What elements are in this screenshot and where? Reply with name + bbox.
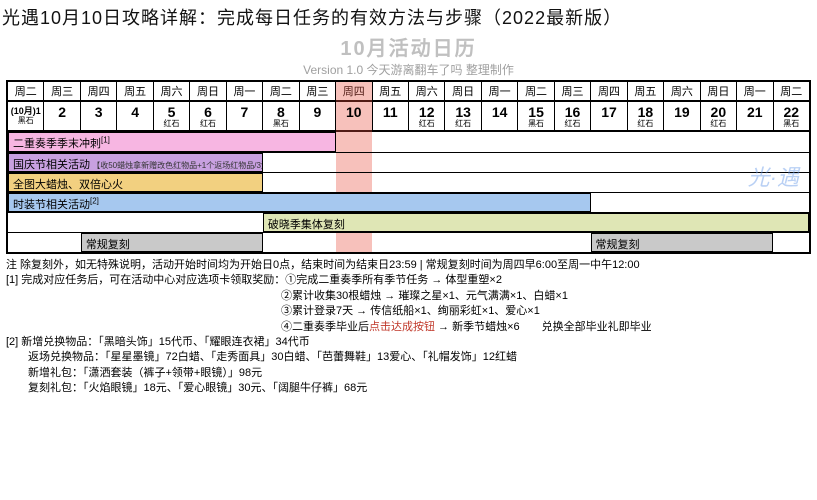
day-of-week-row: 周二周三周四周五周六周日周一周二周三周四周五周六周日周一周二周三周四周五周六周日… xyxy=(8,82,809,100)
dow-cell: 周二 xyxy=(8,82,43,100)
event-bar: 二重奏季季末冲刺[1] xyxy=(8,132,336,152)
dow-cell: 周六 xyxy=(663,82,699,100)
version-credit: Version 1.0 今天游离翻车了吗 整理制作 xyxy=(303,63,514,77)
date-cell: 16红石 xyxy=(554,102,590,130)
dow-cell: 周二 xyxy=(517,82,553,100)
note-line: 新增礼包：「潇洒套装（裤子+领带+眼镜）」98元 xyxy=(6,366,811,381)
event-bar: 全图大蜡烛、双倍心火 xyxy=(8,173,263,192)
note-line: 返场兑换物品：「星星墨镜」72白蜡、「走秀面具」30白蜡、「芭蕾舞鞋」13爱心、… xyxy=(6,350,811,365)
event-bar: 国庆节相关活动 【收50蜡烛拿新赠改色红物品+1个返场红物品/3爱心】 xyxy=(8,153,263,172)
date-cell: 7 xyxy=(226,102,262,130)
dow-cell: 周四 xyxy=(335,82,371,100)
event-bar: 常规复刻 xyxy=(81,233,263,252)
event-row: 常规复刻 常规复刻 xyxy=(8,232,809,252)
date-cell: 9 xyxy=(299,102,335,130)
note-line: 注 除复刻外，如无特殊说明，活动开始时间均为开始日0点，结束时间为结束日23:5… xyxy=(6,258,811,273)
note-line: [2] 新增兑换物品：「黑暗头饰」15代币、「耀眼连衣裙」34代币 xyxy=(6,335,811,350)
notes-section: 注 除复刻外，如无特殊说明，活动开始时间均为开始日0点，结束时间为结束日23:5… xyxy=(6,258,811,397)
dow-cell: 周日 xyxy=(189,82,225,100)
dow-cell: 周六 xyxy=(153,82,189,100)
dow-cell: 周一 xyxy=(736,82,772,100)
date-cell: 20红石 xyxy=(700,102,736,130)
dow-cell: 周三 xyxy=(43,82,79,100)
dow-cell: 周二 xyxy=(262,82,298,100)
page-title: 光遇10月10日攻略详解：完成每日任务的有效方法与步骤（2022最新版） xyxy=(0,0,817,34)
dow-cell: 周日 xyxy=(700,82,736,100)
dow-cell: 周二 xyxy=(773,82,809,100)
date-cell: 12红石 xyxy=(408,102,444,130)
date-cell: (10月)1黑石 xyxy=(8,102,43,130)
calendar: 光·遇 周二周三周四周五周六周日周一周二周三周四周五周六周日周一周二周三周四周五… xyxy=(6,80,811,254)
dow-cell: 周五 xyxy=(116,82,152,100)
date-cell: 17 xyxy=(590,102,626,130)
event-bar: 常规复刻 xyxy=(591,233,773,252)
dow-cell: 周一 xyxy=(226,82,262,100)
event-bar: 时装节相关活动[2] xyxy=(8,193,591,212)
date-cell: 2 xyxy=(43,102,79,130)
date-cell: 10 xyxy=(335,102,371,130)
date-cell: 6红石 xyxy=(189,102,225,130)
note-line: [1] 完成对应任务后，可在活动中心对应选项卡领取奖励：①完成二重奏季所有季节任… xyxy=(6,273,811,288)
note-line: ④二重奏季毕业后点击达成按钮 → 新季节蜡烛×6 兑换全部毕业礼即毕业 xyxy=(6,320,811,335)
event-rows: 二重奏季季末冲刺[1]国庆节相关活动 【收50蜡烛拿新赠改色红物品+1个返场红物… xyxy=(8,132,809,252)
date-cell: 21 xyxy=(736,102,772,130)
event-row: 二重奏季季末冲刺[1] xyxy=(8,132,809,152)
event-row: 国庆节相关活动 【收50蜡烛拿新赠改色红物品+1个返场红物品/3爱心】 xyxy=(8,152,809,172)
date-cell: 3 xyxy=(80,102,116,130)
dow-cell: 周五 xyxy=(372,82,408,100)
dow-cell: 周三 xyxy=(299,82,335,100)
event-row: 破晓季集体复刻 xyxy=(8,212,809,232)
date-cell: 13红石 xyxy=(444,102,480,130)
dow-cell: 周三 xyxy=(554,82,590,100)
event-row: 时装节相关活动[2] xyxy=(8,192,809,212)
dow-cell: 周一 xyxy=(481,82,517,100)
note-line: ②累计收集30根蜡烛 → 璀璨之星×1、元气满满×1、白蜡×1 xyxy=(6,289,811,304)
event-bar: 破晓季集体复刻 xyxy=(263,213,809,232)
event-row: 全图大蜡烛、双倍心火 xyxy=(8,172,809,192)
date-cell: 8黑石 xyxy=(262,102,298,130)
note-line: 复刻礼包：「火焰眼镜」18元、「爱心眼镜」30元、「阔腿牛仔裤」68元 xyxy=(6,381,811,396)
date-cell: 15黑石 xyxy=(517,102,553,130)
date-cell: 4 xyxy=(116,102,152,130)
date-cell: 5红石 xyxy=(153,102,189,130)
date-cell: 19 xyxy=(663,102,699,130)
dow-cell: 周四 xyxy=(590,82,626,100)
date-cell: 22黑石 xyxy=(773,102,809,130)
date-row: (10月)1黑石2345红石6红石78黑石9101112红石13红石1415黑石… xyxy=(8,100,809,132)
dow-cell: 周四 xyxy=(80,82,116,100)
calendar-heading: 10月活动日历 xyxy=(340,38,476,60)
dow-cell: 周五 xyxy=(627,82,663,100)
date-cell: 14 xyxy=(481,102,517,130)
date-cell: 11 xyxy=(372,102,408,130)
note-line: ③累计登录7天 → 传信纸船×1、绚丽彩虹×1、爱心×1 xyxy=(6,304,811,319)
dow-cell: 周六 xyxy=(408,82,444,100)
date-cell: 18红石 xyxy=(627,102,663,130)
sub-header: 10月活动日历 Version 1.0 今天游离翻车了吗 整理制作 xyxy=(0,32,817,78)
dow-cell: 周日 xyxy=(444,82,480,100)
